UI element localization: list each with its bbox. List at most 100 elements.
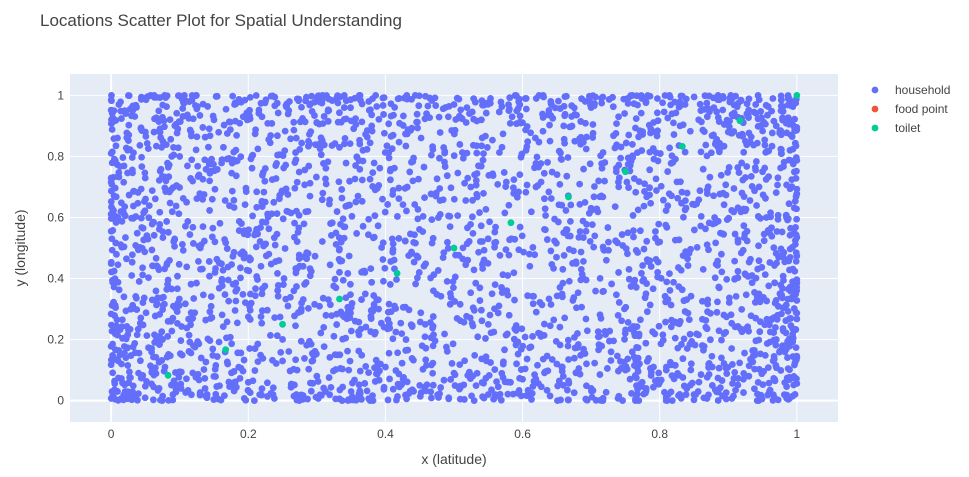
- household-point: [654, 95, 661, 102]
- household-point: [246, 316, 254, 323]
- household-point: [709, 94, 717, 102]
- household-point: [477, 306, 485, 314]
- toilet-point: [678, 142, 686, 150]
- household-point: [274, 287, 282, 294]
- household-point: [431, 94, 439, 102]
- household-point: [245, 254, 253, 262]
- household-point: [368, 127, 376, 135]
- household-point: [740, 193, 748, 201]
- household-point: [562, 227, 570, 234]
- household-point: [111, 312, 118, 319]
- household-point: [307, 100, 315, 108]
- y-tick-label: 1: [57, 88, 64, 102]
- household-point: [291, 159, 299, 167]
- household-point: [303, 341, 311, 349]
- household-point: [729, 380, 736, 387]
- household-point: [200, 237, 208, 245]
- household-point: [137, 214, 145, 222]
- household-point: [365, 98, 373, 105]
- household-point: [450, 284, 457, 292]
- household-point: [231, 307, 239, 314]
- household-point: [157, 134, 165, 141]
- legend-item-food-point[interactable]: food point: [871, 102, 949, 116]
- household-point: [107, 174, 115, 182]
- household-point: [786, 266, 793, 274]
- household-point: [719, 106, 727, 114]
- household-point: [652, 175, 660, 183]
- household-point: [236, 119, 244, 127]
- household-point: [413, 118, 421, 126]
- household-point: [615, 269, 622, 276]
- household-point: [117, 107, 125, 115]
- household-point: [674, 194, 682, 202]
- household-point: [777, 367, 785, 374]
- household-point: [591, 183, 598, 190]
- household-point: [109, 276, 116, 284]
- household-point: [513, 193, 521, 201]
- household-point: [456, 395, 464, 403]
- household-point: [777, 251, 785, 259]
- household-point: [399, 201, 407, 209]
- legend-item-household[interactable]: household: [871, 83, 951, 97]
- household-point: [230, 196, 238, 204]
- household-point: [353, 153, 361, 161]
- household-point: [443, 343, 450, 351]
- household-point: [470, 95, 478, 103]
- household-point: [138, 224, 146, 231]
- household-point: [273, 332, 281, 340]
- household-point: [284, 302, 292, 310]
- household-point: [717, 250, 725, 258]
- household-point: [605, 96, 613, 103]
- household-point: [582, 227, 590, 235]
- household-point: [394, 393, 401, 400]
- household-point: [476, 209, 483, 216]
- household-point: [581, 350, 589, 357]
- household-point: [433, 175, 441, 183]
- household-point: [789, 160, 797, 168]
- household-point: [371, 378, 379, 385]
- legend-item-toilet[interactable]: toilet: [871, 121, 921, 135]
- household-point: [744, 323, 752, 331]
- household-point: [779, 285, 786, 292]
- household-point: [431, 337, 439, 345]
- household-point: [406, 168, 414, 176]
- household-point: [736, 359, 744, 367]
- household-point: [714, 397, 722, 404]
- household-point: [646, 166, 654, 174]
- household-point: [486, 218, 493, 226]
- household-point: [730, 185, 738, 192]
- household-point: [274, 151, 281, 159]
- legend[interactable]: household food point toilet: [871, 83, 951, 135]
- household-point: [317, 134, 325, 142]
- household-point: [274, 270, 281, 277]
- household-point: [307, 379, 314, 387]
- household-point: [339, 215, 347, 223]
- household-point: [375, 115, 383, 123]
- household-point: [143, 139, 151, 147]
- household-point: [731, 257, 739, 265]
- household-point: [141, 169, 149, 177]
- household-point: [141, 174, 149, 182]
- household-point: [441, 148, 449, 155]
- household-point: [292, 149, 299, 156]
- household-point: [740, 389, 747, 396]
- household-point: [258, 290, 266, 298]
- household-point: [379, 195, 386, 203]
- household-point: [219, 323, 227, 331]
- household-point: [445, 394, 453, 402]
- y-tick-label: 0: [57, 394, 64, 408]
- household-point: [740, 369, 748, 377]
- household-point: [258, 385, 266, 393]
- household-point: [473, 369, 481, 377]
- household-point: [743, 110, 751, 118]
- household-point: [774, 311, 781, 319]
- household-point: [159, 306, 166, 314]
- household-point: [659, 331, 667, 339]
- household-point: [376, 164, 384, 172]
- household-point: [324, 117, 332, 125]
- household-point: [308, 92, 316, 100]
- household-point: [779, 272, 787, 280]
- household-point: [528, 396, 535, 403]
- household-point: [261, 282, 269, 290]
- household-point: [566, 217, 574, 225]
